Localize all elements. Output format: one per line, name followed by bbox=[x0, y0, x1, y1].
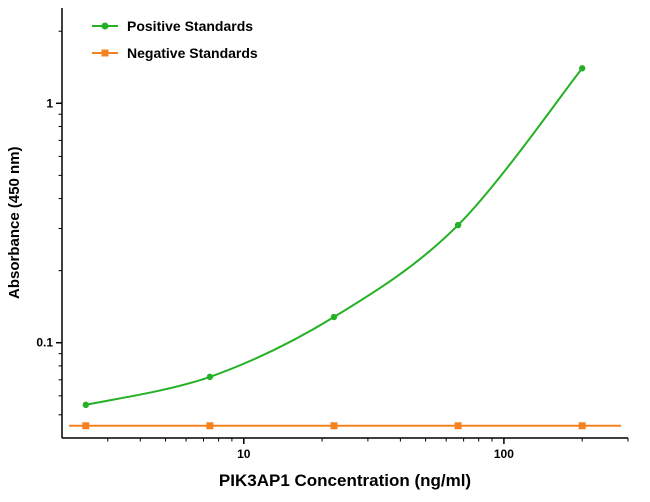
x-axis-title: PIK3AP1 Concentration (ng/ml) bbox=[218, 471, 472, 490]
square-marker-icon bbox=[101, 49, 109, 57]
negative-data-point-marker bbox=[82, 422, 90, 430]
positive-data-point-marker bbox=[206, 373, 214, 381]
negative-data-point-marker bbox=[454, 422, 462, 430]
y-tick-label: 0.1 bbox=[36, 336, 53, 350]
negative-data-point-marker bbox=[330, 422, 338, 430]
negative-series-swatch-icon bbox=[92, 49, 118, 57]
x-tick-label: 10 bbox=[237, 447, 251, 461]
negative-data-point-marker bbox=[206, 422, 214, 430]
positive-data-point-marker bbox=[578, 65, 586, 72]
positive-data-point-marker bbox=[82, 401, 89, 409]
legend-label-negative-standards: Negative Standards bbox=[127, 45, 258, 61]
positive-standards-curve bbox=[84, 67, 584, 406]
positive-data-point-marker bbox=[330, 313, 338, 321]
legend: Positive Standards Negative Standards bbox=[92, 18, 258, 61]
legend-item-negative-standards: Negative Standards bbox=[92, 45, 258, 61]
circle-marker-icon bbox=[101, 22, 109, 30]
positive-data-point-marker bbox=[454, 221, 462, 229]
y-axis-title: Absorbance (450 nm) bbox=[6, 146, 23, 300]
negative-data-point-marker bbox=[578, 422, 586, 430]
positive-series-swatch-icon bbox=[92, 22, 118, 30]
x-tick-label: 100 bbox=[494, 447, 514, 461]
legend-item-positive-standards: Positive Standards bbox=[92, 18, 258, 34]
legend-label-positive-standards: Positive Standards bbox=[127, 18, 254, 34]
y-tick-label: 1 bbox=[46, 96, 53, 110]
